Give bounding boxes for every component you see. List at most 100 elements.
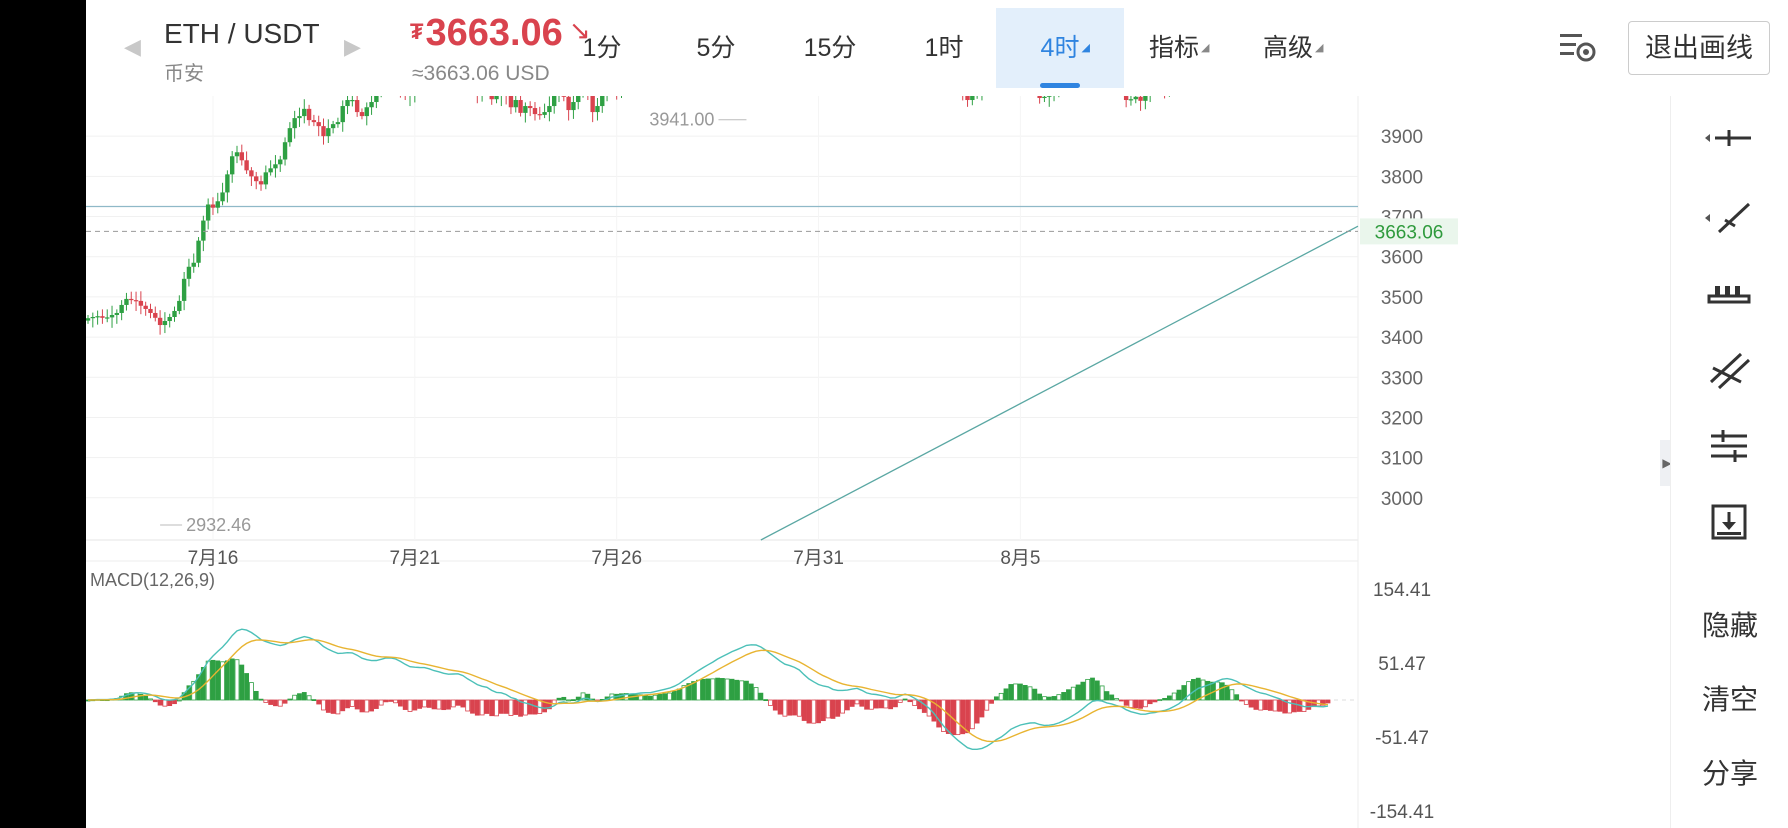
macd-histogram-bar — [1147, 699, 1153, 705]
tab-timeframe-5[interactable]: 指标 ◢ — [1110, 8, 1238, 88]
macd-histogram-bar — [1272, 699, 1278, 712]
exit-drawing-button[interactable]: 退出画线 — [1628, 21, 1770, 75]
hide-button[interactable]: 隐藏 — [1701, 610, 1758, 641]
prev-pair-icon[interactable]: ◀ — [124, 34, 141, 59]
macd-histogram-bar — [902, 698, 908, 701]
tab-timeframe-2[interactable]: 15分 — [766, 8, 894, 88]
parallel-lines-icon[interactable] — [1701, 348, 1757, 392]
macd-histogram-bar — [566, 699, 572, 702]
share-button[interactable]: 分享 — [1701, 758, 1758, 789]
macd-histogram-bar — [157, 699, 163, 706]
macd-histogram-bar — [1138, 699, 1143, 709]
candle-body — [965, 96, 970, 101]
macd-histogram-bar — [840, 699, 845, 714]
y-tick-label: 3000 — [1381, 489, 1423, 510]
macd-histogram-bar — [1022, 684, 1028, 701]
macd-y-tick-label: 154.41 — [1373, 580, 1431, 601]
macd-histogram-bar — [1027, 686, 1033, 701]
macd-histogram-bar — [229, 658, 235, 701]
candle-body — [364, 107, 369, 117]
x-tick-label: 7月21 — [389, 548, 440, 569]
macd-histogram-bar — [1200, 679, 1206, 701]
macd-histogram-bar — [820, 699, 826, 722]
ray-line-icon[interactable] — [1701, 196, 1757, 240]
candle-body — [282, 142, 288, 160]
macd-histogram-bar — [768, 699, 773, 706]
tab-label: 高级 — [1262, 34, 1313, 62]
macd-histogram-bar — [446, 699, 451, 710]
candle-body — [489, 96, 494, 100]
candle-body — [306, 108, 312, 121]
macd-histogram-bar — [667, 692, 672, 701]
candle-body — [278, 159, 283, 165]
price-value: 3663.06 — [425, 12, 563, 54]
tab-timeframe-4[interactable]: 4时 ◢ — [996, 8, 1124, 88]
tab-label: 15分 — [803, 34, 857, 62]
candle-body — [527, 106, 533, 109]
macd-histogram-bar — [1094, 680, 1100, 701]
candle-body — [571, 102, 576, 111]
macd-histogram-bar — [503, 699, 509, 714]
app-window: ◀ ETH / USDT 币安 ▶ ₮3663.06 ↘ ≈3663.06 USD… — [86, 0, 1788, 828]
ruler-icon[interactable] — [1701, 272, 1757, 316]
macd-histogram-bar — [1046, 696, 1052, 701]
candle-body — [205, 204, 211, 221]
macd-histogram-bar — [734, 679, 740, 701]
macd-histogram-bar — [1186, 681, 1192, 701]
candle-body — [1047, 96, 1052, 97]
candle-body — [561, 96, 567, 97]
macd-histogram-bar — [792, 699, 797, 716]
macd-histogram-bar — [349, 699, 355, 707]
macd-histogram-bar — [825, 699, 831, 719]
max-price-label: 3941.00 — [649, 110, 714, 130]
macd-histogram-bar — [1219, 682, 1225, 701]
macd-histogram-bar — [1056, 694, 1062, 701]
tab-timeframe-0[interactable]: 1分 — [538, 8, 666, 88]
candle-body — [590, 96, 595, 113]
tab-timeframe-3[interactable]: 1时 — [880, 8, 1008, 88]
y-tick-label: 3800 — [1381, 167, 1423, 188]
macd-histogram-bar — [1008, 684, 1014, 701]
macd-histogram-bar — [917, 699, 922, 710]
macd-y-tick-label: -51.47 — [1375, 728, 1429, 749]
chart-settings-icon[interactable] — [1556, 28, 1600, 68]
macd-histogram-bar — [325, 699, 331, 713]
tab-timeframe-1[interactable]: 5分 — [652, 8, 780, 88]
candle-body — [1123, 96, 1129, 101]
candle-body — [532, 108, 538, 115]
macd-histogram-bar — [273, 699, 278, 707]
tab-timeframe-6[interactable]: 高级 ◢ — [1224, 8, 1352, 88]
candle-body — [537, 114, 542, 116]
macd-histogram-bar — [1133, 699, 1139, 709]
macd-histogram-bar — [585, 693, 591, 701]
tab-label: 1分 — [582, 34, 622, 62]
y-tick-label: 3900 — [1381, 127, 1423, 148]
candlestick-chart[interactable]: 3000310032003300340035003600370038003900… — [86, 96, 1670, 828]
macd-histogram-bar — [470, 699, 475, 714]
macd-histogram-bar — [859, 699, 865, 707]
candle-body — [244, 160, 249, 171]
macd-histogram-bar — [763, 699, 769, 702]
pair-name[interactable]: ETH / USDT — [164, 18, 320, 49]
save-icon[interactable] — [1701, 500, 1757, 544]
macd-histogram-bar — [941, 699, 946, 732]
horizontal-line-icon[interactable] — [1701, 116, 1757, 160]
macd-histogram-bar — [1229, 689, 1235, 701]
price-lines-icon[interactable] — [1701, 424, 1757, 468]
macd-title: MACD(12,26,9) — [90, 570, 215, 590]
clear-button[interactable]: 清空 — [1701, 684, 1758, 715]
macd-histogram-bar — [431, 699, 437, 710]
next-pair-icon[interactable]: ▶ — [344, 34, 361, 59]
candle-body — [350, 100, 355, 102]
macd-histogram-bar — [888, 699, 894, 710]
drawn-trendline — [760, 225, 1359, 541]
candle-body — [201, 220, 206, 241]
macd-histogram-bar — [186, 685, 192, 701]
macd-histogram-bar — [1277, 699, 1283, 712]
macd-histogram-bar — [176, 699, 182, 702]
macd-histogram-bar — [849, 699, 855, 707]
macd-histogram-bar — [796, 699, 802, 717]
min-price-label: 2932.46 — [186, 515, 251, 535]
macd-histogram-bar — [484, 699, 490, 714]
macd-histogram-bar — [744, 680, 749, 701]
